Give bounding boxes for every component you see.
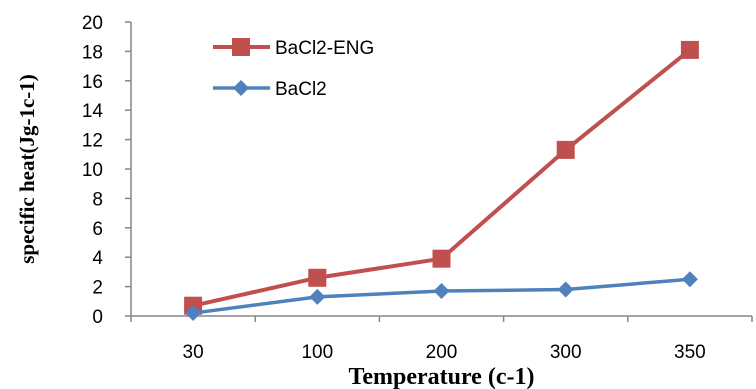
series-layer [184, 40, 699, 322]
y-axis-ticks: 0 2 4 6 8 10 12 14 16 18 20 [82, 13, 131, 328]
square-marker [308, 268, 327, 287]
legend-swatch-marker [233, 80, 249, 96]
legend: BaCl2-ENG BaCl2 [213, 38, 374, 100]
y-tick-label: 12 [82, 131, 103, 152]
x-tick-label: 100 [301, 342, 333, 363]
x-axis-title: Temperature (c-1) [349, 364, 535, 389]
legend-item: BaCl2 [213, 79, 327, 100]
x-tick-label: 350 [674, 342, 706, 363]
legend-item: BaCl2-ENG [213, 38, 374, 59]
chart-axes [130, 22, 752, 317]
diamond-marker [557, 281, 574, 298]
x-tick-label: 300 [550, 342, 582, 363]
y-tick-label: 2 [92, 278, 103, 299]
y-tick-label: 8 [92, 189, 103, 210]
square-marker [680, 40, 699, 59]
series-1 [184, 40, 699, 315]
y-tick-label: 0 [92, 307, 103, 328]
x-tick-label: 30 [183, 342, 204, 363]
diamond-marker [185, 305, 202, 322]
diamond-marker [309, 288, 326, 305]
diamond-marker [681, 271, 698, 288]
legend-swatch-marker [232, 38, 250, 56]
x-axis-ticks: 30 100 200 300 350 [130, 316, 753, 363]
y-tick-label: 20 [82, 13, 103, 34]
y-tick-label: 10 [82, 160, 103, 181]
y-axis-title: specific heat(Jg-1c-1) [15, 74, 39, 264]
x-tick-label: 200 [426, 342, 458, 363]
y-tick-label: 6 [92, 219, 103, 240]
y-tick-label: 16 [82, 72, 103, 93]
y-tick-label: 18 [82, 42, 103, 63]
y-tick-label: 4 [92, 248, 103, 269]
legend-label: BaCl2-ENG [275, 38, 374, 59]
legend-label: BaCl2 [275, 79, 327, 100]
square-marker [556, 140, 575, 159]
series-2 [185, 271, 698, 322]
diamond-marker [433, 283, 450, 300]
y-tick-label: 14 [82, 101, 104, 122]
square-marker [432, 249, 451, 268]
